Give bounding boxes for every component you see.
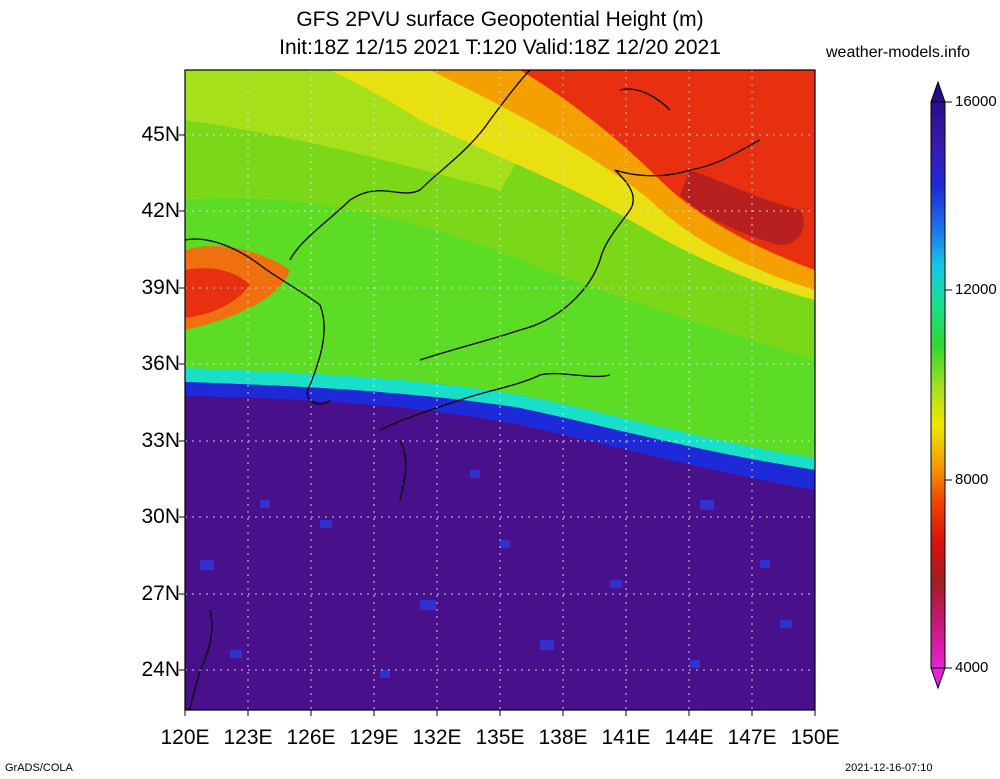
lon-label: 132E bbox=[412, 726, 462, 749]
lat-label: 36N bbox=[141, 352, 180, 375]
colorbar-label: 8000 bbox=[955, 471, 989, 488]
height-field bbox=[185, 70, 815, 710]
lon-label: 120E bbox=[160, 726, 210, 749]
lon-label: 144E bbox=[664, 726, 714, 749]
lon-label: 123E bbox=[223, 726, 273, 749]
lon-label: 141E bbox=[601, 726, 651, 749]
lon-label: 147E bbox=[727, 726, 777, 749]
colorbar-label: 16000 bbox=[955, 93, 997, 110]
render-timestamp: 2021-12-16-07:10 bbox=[845, 762, 933, 774]
colorbar-label: 4000 bbox=[955, 659, 989, 676]
graticule bbox=[185, 70, 815, 710]
colorbar bbox=[930, 80, 952, 690]
lon-label: 129E bbox=[349, 726, 399, 749]
lon-label: 126E bbox=[286, 726, 336, 749]
colorbar-label: 12000 bbox=[955, 281, 997, 298]
lon-label: 138E bbox=[538, 726, 588, 749]
software-credit: GrADS/COLA bbox=[5, 762, 73, 774]
lat-label: 30N bbox=[141, 505, 180, 528]
lat-label: 33N bbox=[141, 429, 180, 452]
lon-label: 135E bbox=[475, 726, 525, 749]
lat-label: 27N bbox=[141, 582, 180, 605]
axis-ticks bbox=[179, 134, 816, 716]
lat-label: 42N bbox=[141, 199, 180, 222]
lon-label: 150E bbox=[790, 726, 840, 749]
site-credit: weather-models.info bbox=[826, 44, 971, 61]
lat-label: 39N bbox=[141, 276, 180, 299]
map-subtitle: Init:18Z 12/15 2021 T:120 Valid:18Z 12/2… bbox=[279, 36, 721, 59]
map-title: GFS 2PVU surface Geopotential Height (m) bbox=[296, 8, 704, 31]
lat-label: 24N bbox=[141, 658, 180, 681]
lat-label: 45N bbox=[141, 123, 180, 146]
